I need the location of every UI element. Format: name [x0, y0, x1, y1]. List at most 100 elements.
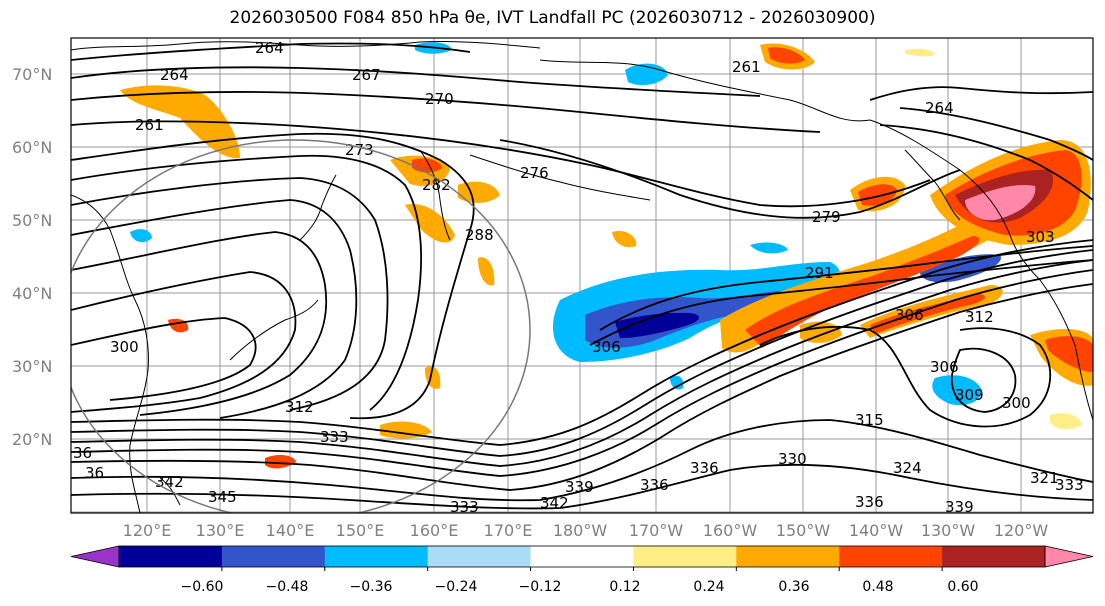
contour-line [599, 245, 1093, 331]
contour-label: 336 [640, 476, 669, 494]
contour-line [951, 347, 1017, 413]
negative-pc-region [670, 375, 684, 390]
contour-line [71, 199, 358, 419]
lon-label: 140°E [266, 521, 315, 540]
positive-pc-region [380, 421, 432, 439]
negative-pc-region [750, 242, 788, 254]
contour-label: 282 [422, 176, 451, 194]
positive-pc-region [768, 47, 805, 64]
theta-e-contours [71, 42, 1093, 510]
negative-pc-region [932, 375, 982, 406]
contour-labels: 264 267 270 264 261 273 276 282 288 279 … [73, 39, 1084, 516]
contour-label: 267 [352, 66, 381, 84]
colorbar-segment [221, 546, 326, 567]
contour-label: 36 [73, 444, 92, 462]
contour-line [71, 271, 297, 413]
colorbar-segments [70, 545, 1094, 571]
contour-line [71, 463, 1093, 510]
negative-pc-region [130, 229, 152, 243]
contour-line [71, 66, 761, 97]
contour-label: 270 [425, 90, 454, 108]
contour-label: 303 [1026, 228, 1055, 246]
colorbar: −0.60 −0.48 −0.36 −0.24 −0.12 0.12 0.24 … [70, 545, 1094, 595]
contour-label: 288 [465, 226, 494, 244]
contour-label: 264 [255, 39, 284, 57]
contour-label: 312 [965, 308, 994, 326]
colorbar-ticks: −0.60 −0.48 −0.36 −0.24 −0.12 0.12 0.24 … [181, 579, 979, 595]
contour-line [71, 231, 328, 416]
contour-line [879, 124, 1093, 201]
contour-label: 300 [1002, 394, 1031, 412]
positive-pc-peak [965, 184, 1036, 221]
contour-label: 336 [855, 493, 884, 511]
positive-pc-region [265, 455, 296, 469]
contour-label: 339 [945, 498, 974, 516]
lon-label: 150°E [336, 521, 385, 540]
contour-label: 345 [208, 488, 237, 506]
lon-label: 160°W [703, 521, 758, 540]
contour-line [71, 132, 475, 420]
coastline [1074, 344, 1093, 421]
contour-line [71, 269, 1093, 477]
contour-line [71, 120, 931, 208]
lat-label: 70°N [12, 65, 52, 84]
colorbar-tick-label: 0.48 [862, 579, 893, 595]
coastline [904, 149, 961, 221]
lon-label: 130°E [196, 521, 245, 540]
coastline [71, 40, 541, 51]
lat-label: 40°N [12, 284, 52, 303]
lon-label: 130°W [921, 521, 976, 540]
coastlines [71, 40, 1093, 513]
contour-label: 276 [520, 164, 549, 182]
colorbar-tick-label: −0.24 [435, 579, 478, 595]
colorbar-segment [942, 546, 1046, 567]
colorbar-frame [118, 545, 1046, 568]
colorbar-tick-label: 0.24 [693, 579, 724, 595]
lat-label: 30°N [12, 357, 52, 376]
negative-pc-peak [615, 312, 700, 338]
contour-label: 261 [135, 116, 164, 134]
contour-line [71, 259, 1093, 467]
positive-pc-region [120, 85, 240, 159]
contour-line [71, 419, 1093, 502]
positive-pc-region [1050, 413, 1082, 430]
lon-label: 170°W [629, 521, 684, 540]
coastline [419, 149, 451, 241]
contour-line [71, 239, 1093, 446]
contour-label: 339 [565, 478, 594, 496]
positive-pc-region [905, 48, 935, 57]
coastline [299, 174, 337, 241]
contour-label: 306 [895, 306, 924, 324]
colorbar-segment [119, 546, 223, 567]
colorbar-extend-max [1044, 545, 1094, 568]
lon-label: 170°E [484, 521, 533, 540]
lon-label: 120°W [994, 521, 1049, 540]
contour-line [759, 325, 1052, 428]
positive-pc-region [858, 184, 897, 206]
contour-label: 36 [85, 464, 104, 482]
figure-title: 2026030500 F084 850 hPa θe, IVT Landfall… [229, 8, 876, 28]
lon-label: 180°W [553, 521, 608, 540]
positive-pc-region [478, 257, 495, 286]
coastline [229, 299, 319, 361]
contour-line [71, 249, 1093, 457]
contour-label: 309 [955, 386, 984, 404]
coastline [159, 477, 181, 506]
contour-label: 324 [893, 459, 922, 477]
contour-label: 312 [285, 398, 314, 416]
colorbar-tick-label: 0.36 [778, 579, 809, 595]
shading-layer [120, 42, 1093, 469]
contour-label: 336 [690, 459, 719, 477]
contour-line [71, 154, 422, 411]
positive-pc-region [612, 230, 637, 248]
contour-label: 321 [1030, 469, 1059, 487]
contour-label: 261 [732, 58, 761, 76]
lat-label: 60°N [12, 138, 52, 157]
map-frame [70, 37, 1094, 514]
contour-label: 264 [925, 99, 954, 117]
positive-pc-region [1045, 336, 1093, 372]
positive-pc-region [745, 235, 980, 348]
colorbar-tick-label: −0.12 [519, 579, 562, 595]
coastline [539, 59, 871, 122]
contour-label: 342 [155, 473, 184, 491]
